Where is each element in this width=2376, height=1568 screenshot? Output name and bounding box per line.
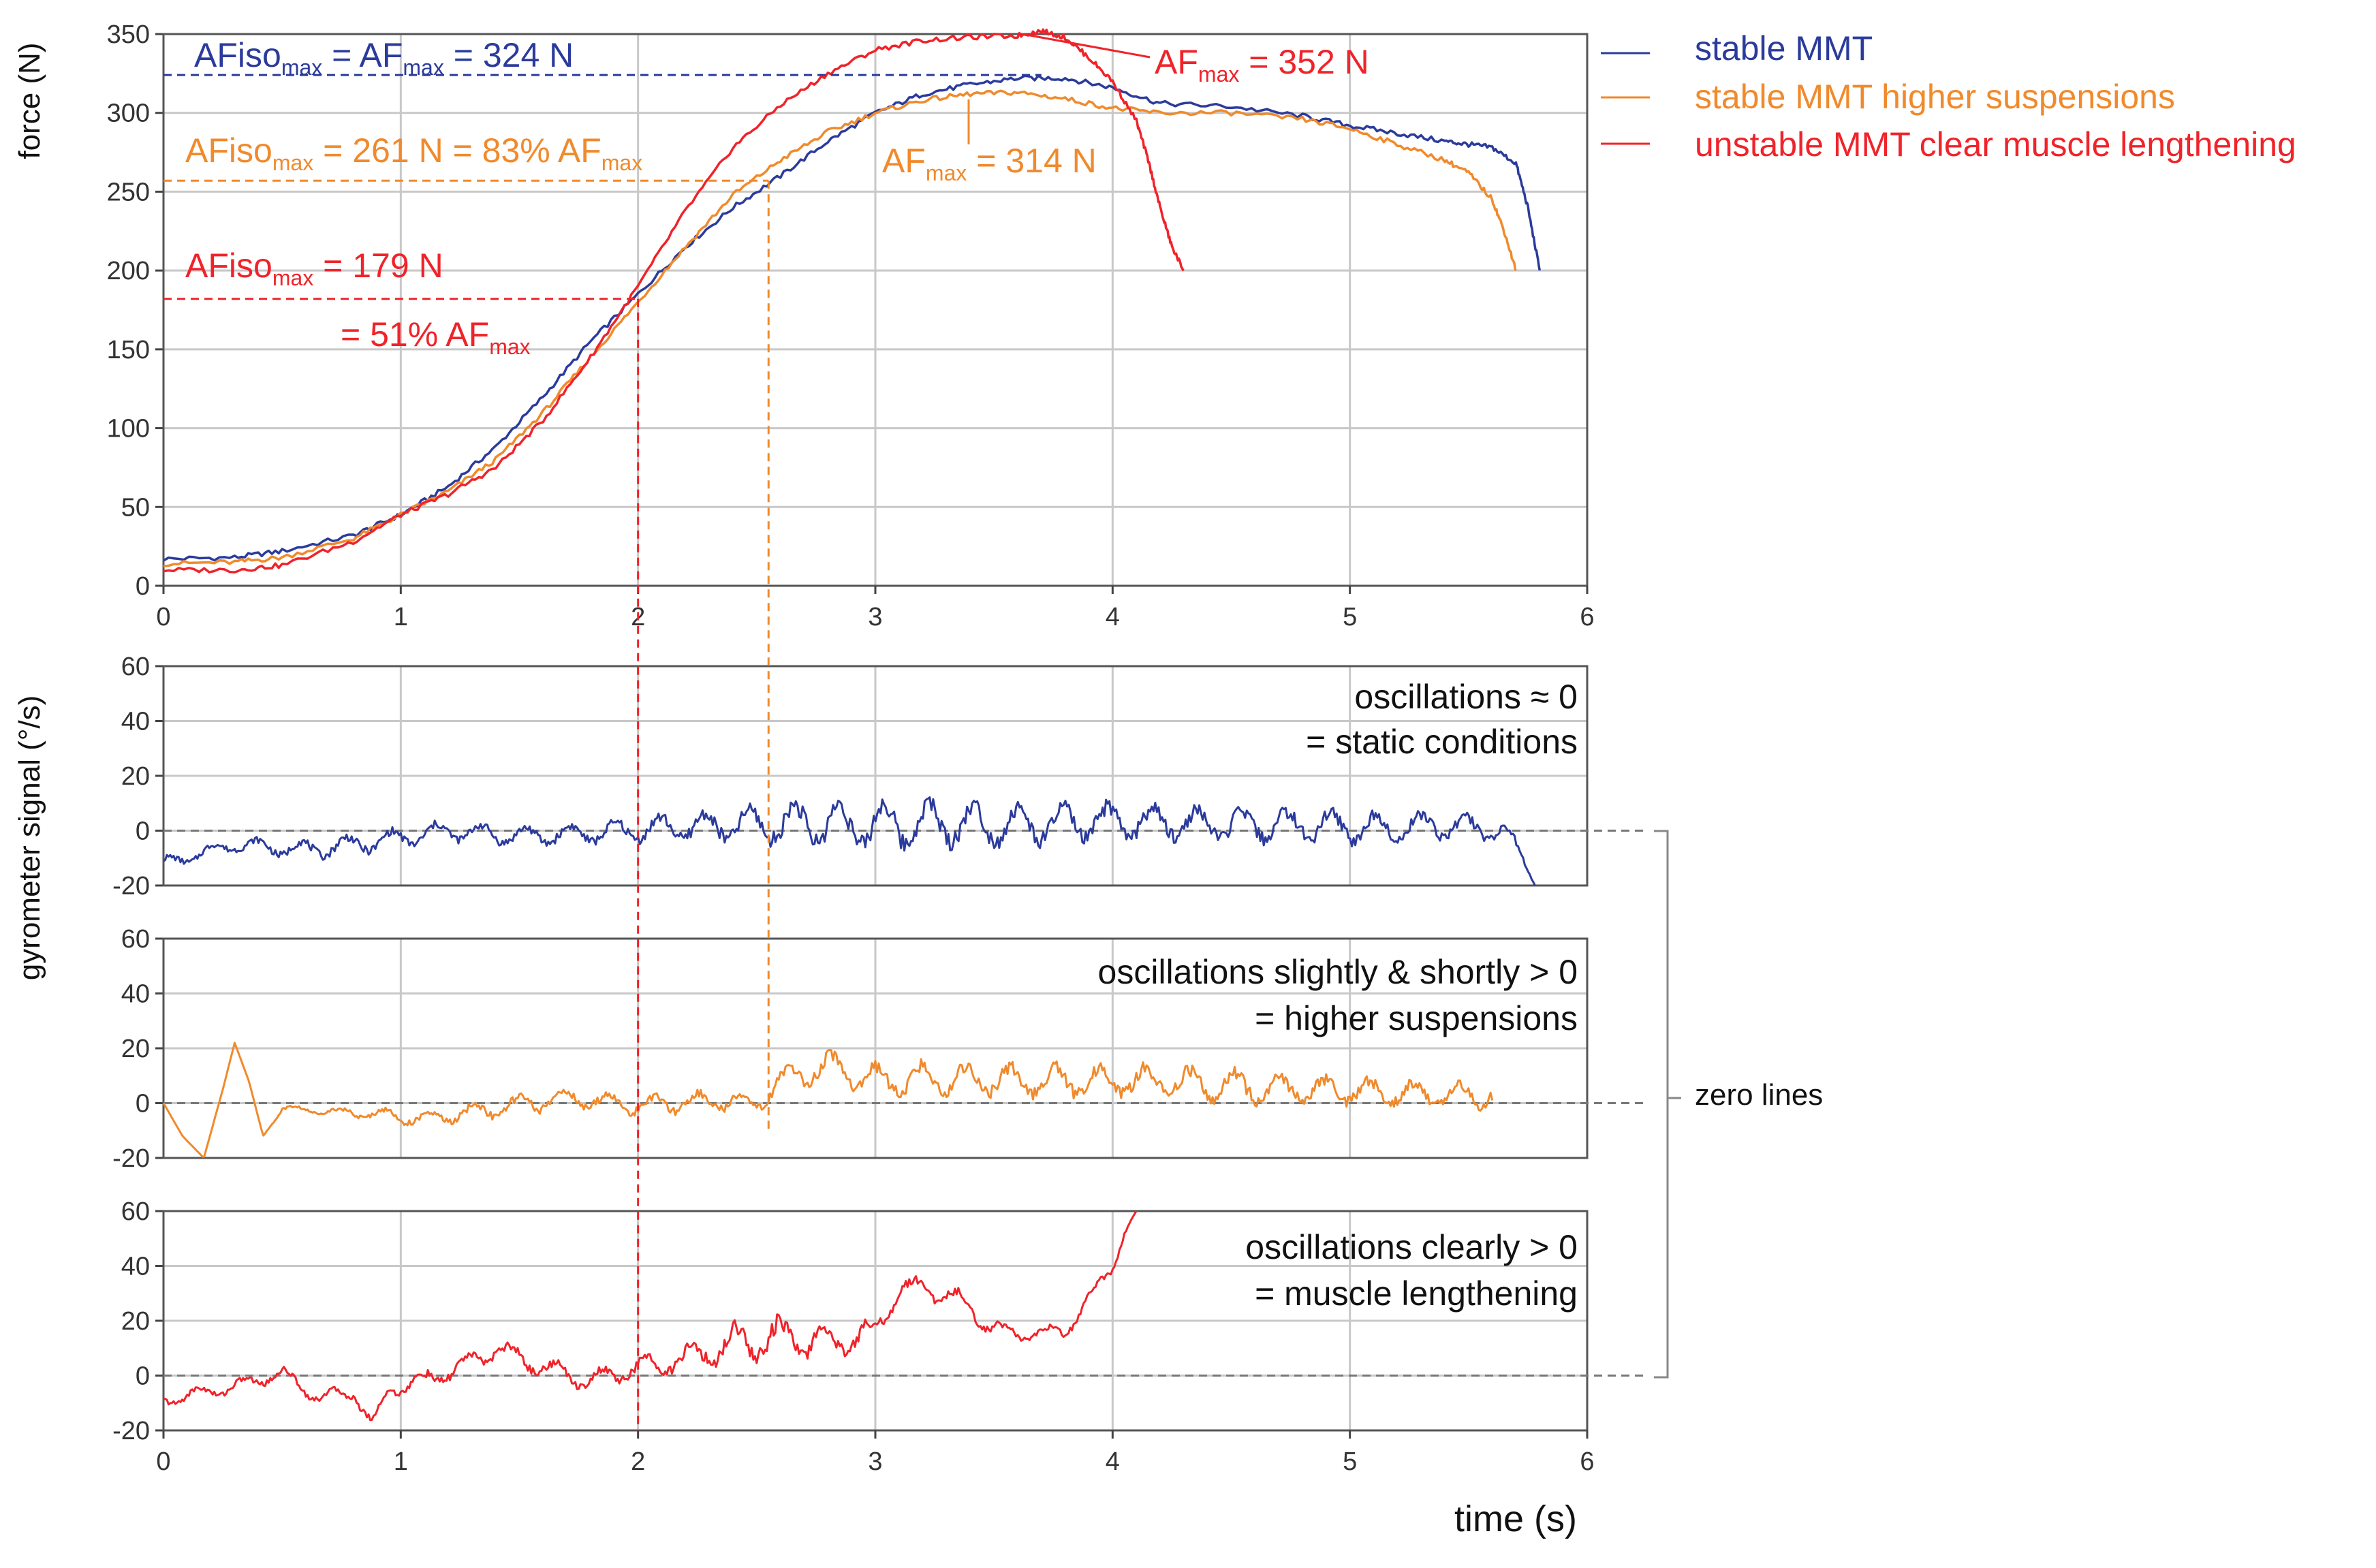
annotation-higher-afiso: AFisomax = 261 N = 83% AFmax bbox=[185, 131, 642, 175]
gyro-signal-stable bbox=[163, 796, 1536, 886]
x-tick-label: 4 bbox=[1106, 603, 1120, 631]
force-axis-title: force (N) bbox=[13, 42, 46, 159]
x-tick-label: 4 bbox=[1106, 1447, 1120, 1476]
force-annotations: AFisomax = AFmax = 324 N AFisomax = 261 … bbox=[185, 34, 1369, 359]
y-tick-label: 0 bbox=[136, 817, 150, 846]
y-tick-label: 0 bbox=[136, 572, 150, 601]
y-tick-label: 40 bbox=[121, 708, 150, 736]
x-tick-label: 6 bbox=[1580, 603, 1594, 631]
time-axis-title: time (s) bbox=[1454, 1499, 1577, 1539]
y-tick-label: 350 bbox=[107, 20, 150, 49]
y-tick-label: 0 bbox=[136, 1362, 150, 1391]
note-unstable-line1: oscillations clearly > 0 bbox=[1245, 1228, 1578, 1266]
y-tick-label: 60 bbox=[121, 653, 150, 681]
series-stable-mmt bbox=[163, 74, 1542, 562]
y-tick-label: 60 bbox=[121, 1197, 150, 1226]
y-tick-label: 20 bbox=[121, 1307, 150, 1336]
legend: stable MMT stable MMT higher suspensions… bbox=[1601, 29, 2296, 163]
annotation-subscript: max bbox=[489, 334, 530, 359]
y-tick-label: -20 bbox=[112, 1144, 150, 1173]
y-tick-label: 250 bbox=[107, 178, 150, 206]
note-stable-line2: = static conditions bbox=[1306, 723, 1578, 761]
plot-frame bbox=[162, 937, 1589, 1159]
note-higher-line2: = higher suspensions bbox=[1255, 999, 1578, 1037]
annotation-part: = 352 N bbox=[1239, 43, 1369, 81]
y-tick-label: 60 bbox=[121, 925, 150, 954]
annotation-subscript: max bbox=[926, 161, 967, 185]
annotation-higher-afmax: AFmax = 314 N bbox=[882, 142, 1097, 185]
y-tick-label: -20 bbox=[112, 1417, 150, 1445]
gyro-stable-panel: -20 0 20 40 60 bbox=[112, 653, 1648, 900]
x-tick-label: 5 bbox=[1343, 1447, 1357, 1476]
annotation-subscript: max bbox=[601, 151, 642, 175]
x-tick-label: 3 bbox=[868, 603, 882, 631]
annotation-part: = 51% AF bbox=[341, 315, 489, 354]
x-tick-label: 3 bbox=[868, 1447, 882, 1476]
zero-lines-bracket bbox=[1654, 830, 1681, 1379]
note-stable-line1: oscillations ≈ 0 bbox=[1354, 678, 1578, 716]
annotation-part: = 324 N bbox=[444, 36, 574, 74]
annotation-unstable-percent: = 51% AFmax bbox=[341, 315, 531, 359]
annotation-part: = 179 N bbox=[313, 247, 443, 285]
legend-label-unstable: unstable MMT clear muscle lengthening bbox=[1695, 125, 2296, 163]
y-tick-label: 200 bbox=[107, 257, 150, 285]
x-tick-label: 0 bbox=[156, 1447, 170, 1476]
gyro-signal-unstable bbox=[163, 1210, 1138, 1422]
annotation-part: AFiso bbox=[185, 131, 272, 170]
y-tick-label: 100 bbox=[107, 415, 150, 443]
annotation-part: = 314 N bbox=[967, 142, 1096, 180]
note-higher-line1: oscillations slightly & shortly > 0 bbox=[1098, 953, 1578, 991]
annotation-subscript: max bbox=[272, 151, 313, 175]
series-higher-suspensions bbox=[163, 89, 1517, 567]
x-tick-label: 2 bbox=[631, 1447, 645, 1476]
zero-lines-label: zero lines bbox=[1695, 1078, 1823, 1112]
annotation-part: AFiso bbox=[194, 36, 281, 74]
annotation-part: AF bbox=[1155, 43, 1198, 81]
x-tick-label: 1 bbox=[394, 603, 408, 631]
annotation-unstable-afmax: AFmax = 352 N bbox=[1155, 43, 1369, 87]
annotation-unstable-afiso: AFisomax = 179 N bbox=[185, 247, 443, 290]
gyro-axis-title: gyrometer signal (°/s) bbox=[13, 695, 46, 981]
x-tick-label: 5 bbox=[1343, 603, 1357, 631]
force-panel: 0501001502002503003500123456 bbox=[107, 20, 1595, 631]
x-tick-label: 0 bbox=[156, 603, 170, 631]
y-tick-label: 50 bbox=[121, 493, 150, 522]
annotation-subscript: max bbox=[272, 266, 313, 290]
annotation-part: = 261 N = 83% AF bbox=[313, 131, 601, 170]
annotation-part: AF bbox=[882, 142, 926, 180]
y-tick-label: 0 bbox=[136, 1090, 150, 1118]
y-tick-label: 20 bbox=[121, 1035, 150, 1063]
annotation-stable-afiso: AFisomax = AFmax = 324 N bbox=[194, 36, 574, 80]
annotation-part: AFiso bbox=[185, 247, 272, 285]
gyro-signal-higher bbox=[162, 1041, 1494, 1158]
y-tick-label: 40 bbox=[121, 1253, 150, 1281]
annotation-subscript: max bbox=[281, 55, 322, 80]
x-tick-label: 6 bbox=[1580, 1447, 1594, 1476]
y-tick-label: 300 bbox=[107, 99, 150, 128]
note-unstable-line2: = muscle lengthening bbox=[1255, 1274, 1578, 1313]
y-tick-label: 20 bbox=[121, 762, 150, 791]
legend-label-higher: stable MMT higher suspensions bbox=[1695, 78, 2175, 116]
y-tick-label: -20 bbox=[112, 872, 150, 900]
y-tick-label: 150 bbox=[107, 336, 150, 364]
annotation-subscript: max bbox=[1198, 62, 1239, 87]
y-tick-label: 40 bbox=[121, 980, 150, 1009]
annotation-unstable-afmax-leader bbox=[1029, 34, 1151, 59]
annotation-subscript: max bbox=[403, 55, 443, 80]
plot-frame bbox=[162, 665, 1589, 887]
annotation-part: = AF bbox=[322, 36, 403, 74]
series-unstable-mmt bbox=[163, 28, 1185, 574]
x-tick-label: 1 bbox=[394, 1447, 408, 1476]
legend-label-stable: stable MMT bbox=[1695, 29, 1873, 67]
